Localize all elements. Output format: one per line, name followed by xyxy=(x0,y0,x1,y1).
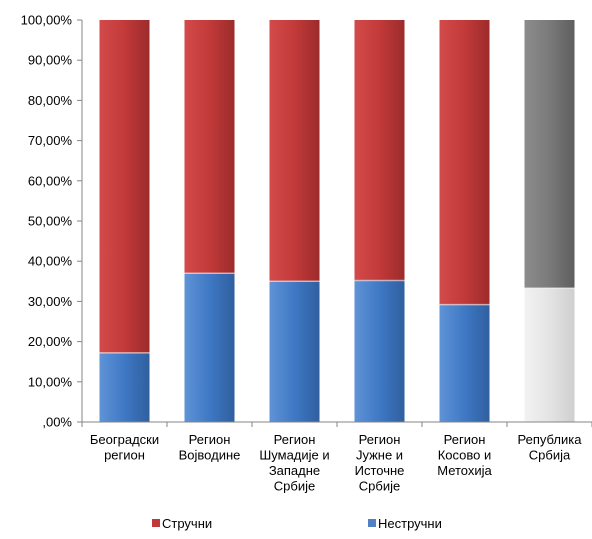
y-tick-label: 70,00% xyxy=(28,133,73,148)
bar-strucni-1 xyxy=(184,20,235,274)
legend-swatch-0 xyxy=(152,519,160,527)
y-tick-label: 100,00% xyxy=(21,13,73,28)
x-category-label: Регион Јужне и Источне Србије xyxy=(355,432,405,494)
y-tick-label: 90,00% xyxy=(28,53,73,68)
y-tick-label: 40,00% xyxy=(28,254,73,269)
y-tick-label: 50,00% xyxy=(28,214,73,229)
y-tick-label: 60,00% xyxy=(28,173,73,188)
y-axis: 100,00% 90,00% 80,00% 70,00% 60,00% 50,00% 40,… xyxy=(21,13,83,430)
bars xyxy=(99,20,575,422)
bar-nestrucni-4 xyxy=(439,304,490,422)
x-category-label: Регион Косово и Метохија xyxy=(437,432,492,478)
legend-label: Нестручни xyxy=(378,516,442,531)
bar-strucni-4 xyxy=(439,20,490,305)
x-category-label: Република Србија xyxy=(518,432,583,463)
bar-nestrucni-1 xyxy=(184,273,235,422)
y-tick-label: 10,00% xyxy=(28,374,73,389)
bar-nestrucni-0 xyxy=(99,352,150,422)
bar-strucni-5 xyxy=(524,20,575,289)
x-category-label: Регион Војводине xyxy=(179,432,241,463)
x-axis: Београдски регион Регион Војводине Регион Шум… xyxy=(81,421,592,494)
legend-label: Стручни xyxy=(162,516,212,531)
x-category-label: Београдски регион xyxy=(90,432,159,463)
bar-strucni-2 xyxy=(269,20,320,282)
legend: Стручни Нестручни xyxy=(152,516,442,531)
bar-nestrucni-3 xyxy=(354,280,405,422)
bar-nestrucni-2 xyxy=(269,281,320,422)
y-tick-label: 20,00% xyxy=(28,334,73,349)
legend-swatch-1 xyxy=(368,519,376,527)
bar-strucni-3 xyxy=(354,20,405,281)
bar-nestrucni-5 xyxy=(524,288,575,422)
y-tick-label: 30,00% xyxy=(28,294,73,309)
bar-strucni-0 xyxy=(99,20,150,353)
y-tick-label: ,00% xyxy=(42,415,72,430)
x-category-label: Регион Шумадије и Западне Србије xyxy=(259,432,329,494)
y-tick-label: 80,00% xyxy=(28,93,73,108)
